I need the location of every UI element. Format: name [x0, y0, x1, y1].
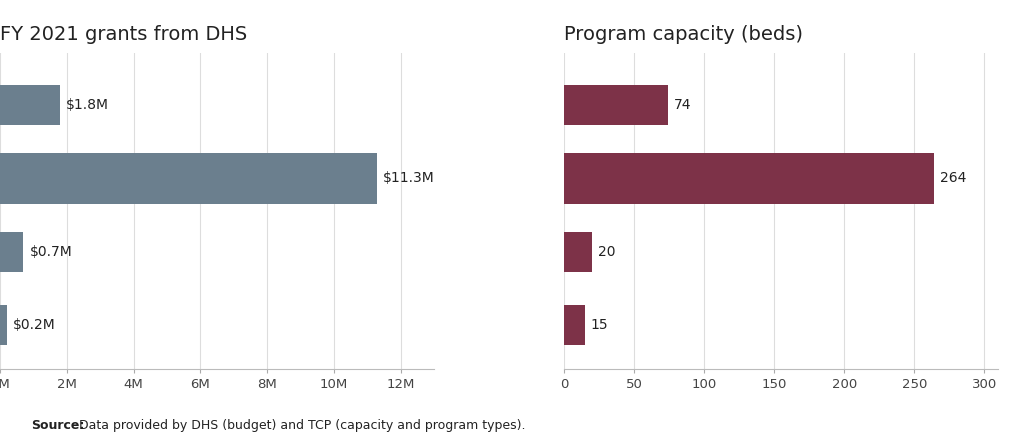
Bar — [0, 153, 377, 204]
Bar — [0, 231, 24, 272]
Text: $0.2M: $0.2M — [12, 318, 55, 332]
Text: $11.3M: $11.3M — [383, 171, 435, 185]
Bar — [0, 85, 60, 125]
Bar — [564, 231, 592, 272]
Text: Source:: Source: — [31, 419, 84, 432]
Text: $1.8M: $1.8M — [67, 98, 110, 112]
Text: 74: 74 — [674, 98, 691, 112]
Text: Program capacity (beds): Program capacity (beds) — [564, 24, 803, 44]
Text: $0.7M: $0.7M — [30, 245, 72, 259]
Text: 20: 20 — [598, 245, 615, 259]
Bar — [564, 85, 668, 125]
Text: Data provided by DHS (budget) and TCP (capacity and program types).: Data provided by DHS (budget) and TCP (c… — [75, 419, 525, 432]
Bar — [0, 305, 7, 345]
Bar — [564, 153, 934, 204]
Text: 15: 15 — [591, 318, 608, 332]
Text: FY 2021 grants from DHS: FY 2021 grants from DHS — [0, 24, 247, 44]
Text: 264: 264 — [940, 171, 966, 185]
Bar — [564, 305, 586, 345]
